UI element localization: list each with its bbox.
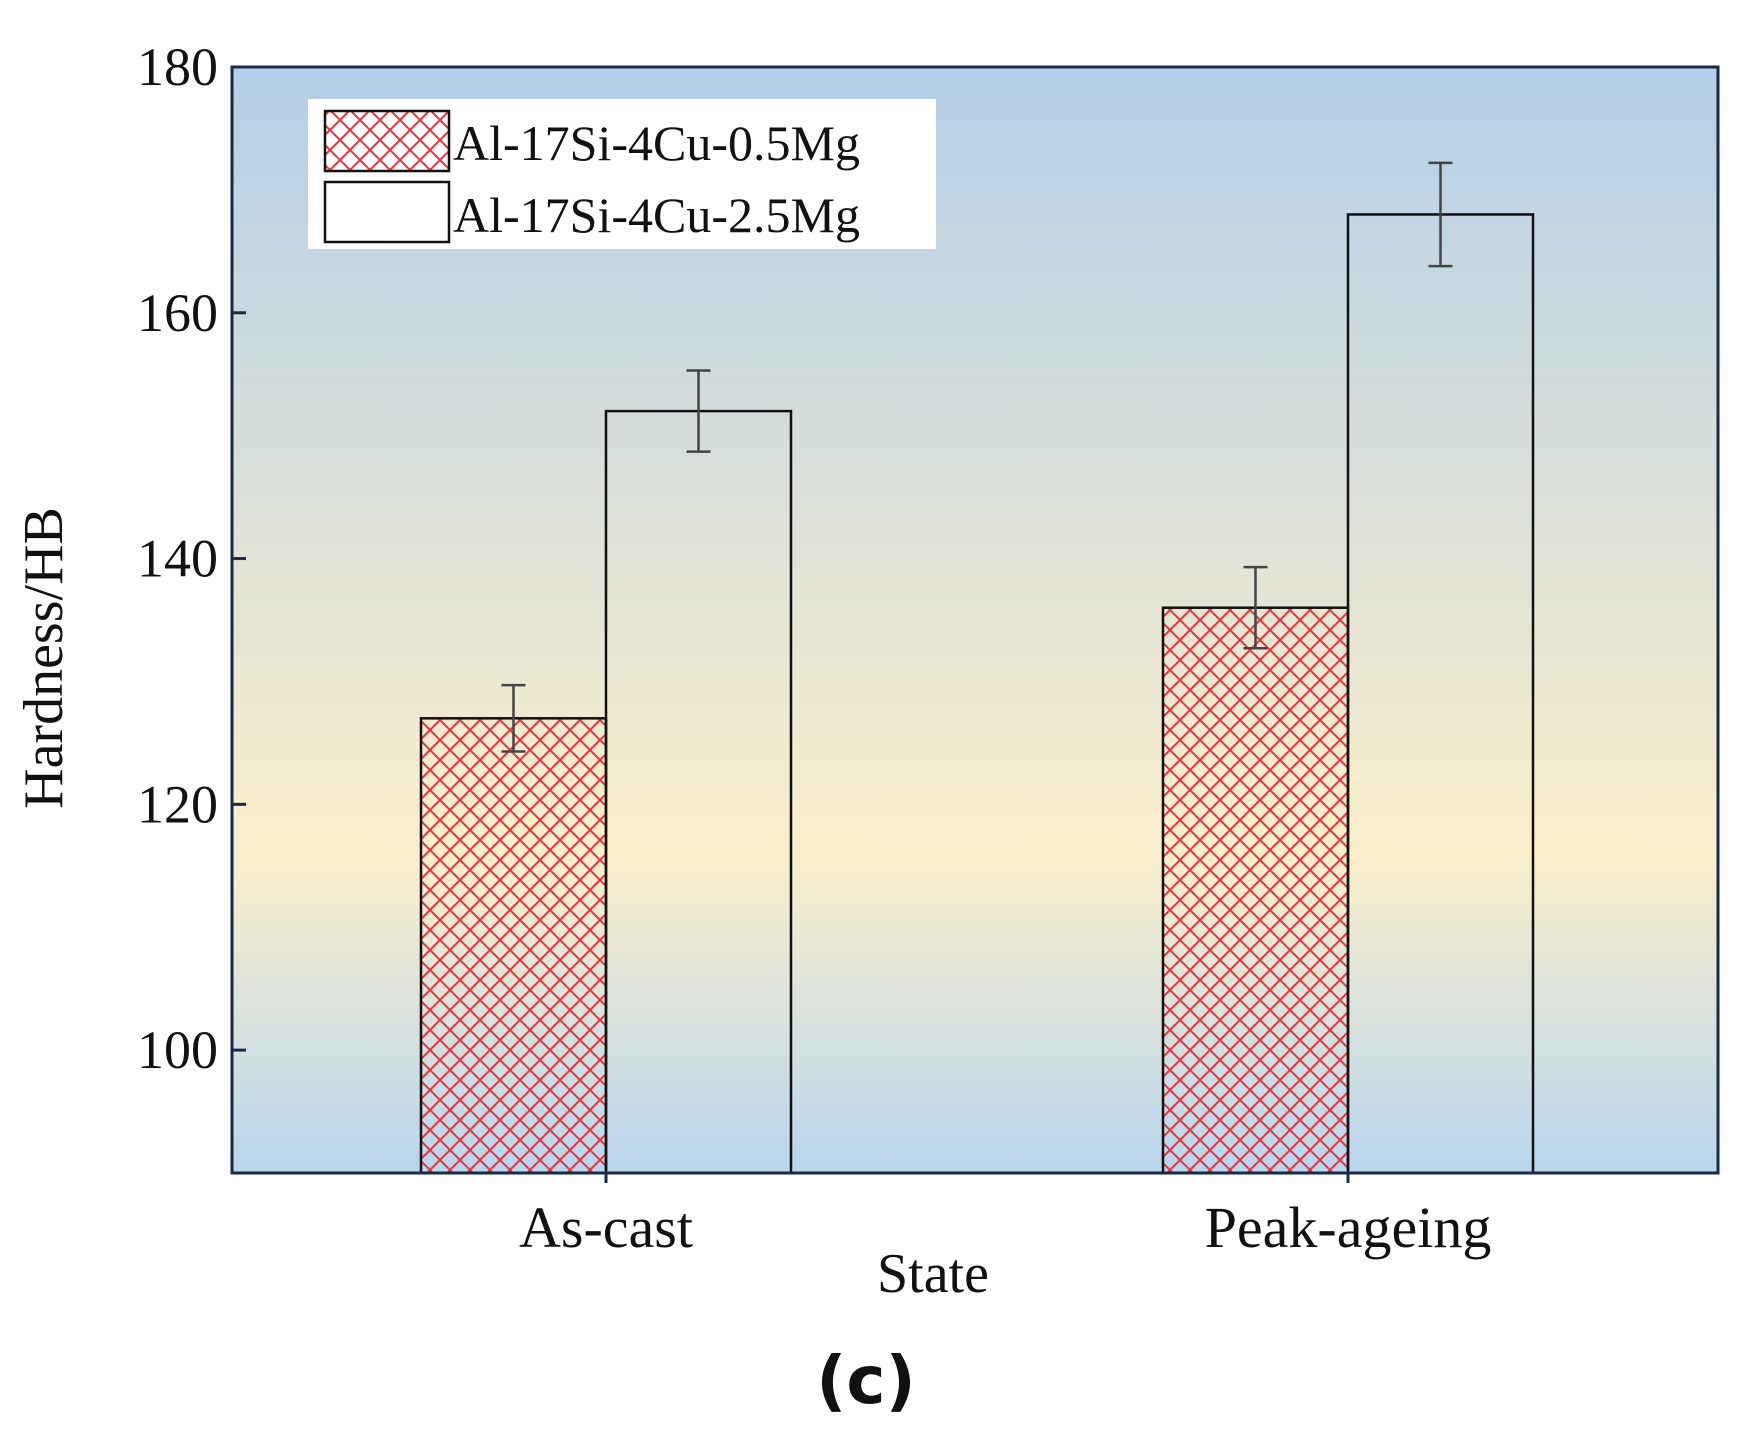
error-bars-layer bbox=[501, 161, 1453, 753]
x-axis-title: State bbox=[877, 1243, 989, 1305]
legend: Al-17Si-4Cu-0.5Mg Al-17Si-4Cu-2.5Mg bbox=[308, 99, 936, 249]
y-axis-title: Hardness/HB bbox=[13, 507, 75, 809]
error-bar-0-5mg-peak-ageing bbox=[1243, 565, 1268, 650]
y-tick-label: 180 bbox=[137, 37, 218, 97]
figure-caption: (c) bbox=[816, 1342, 915, 1419]
y-tick-label: 140 bbox=[137, 529, 218, 589]
x-axis-categories: As-cast Peak-ageing bbox=[519, 1173, 1491, 1260]
y-tick-label: 100 bbox=[137, 1020, 218, 1080]
legend-label-2-5mg: Al-17Si-4Cu-2.5Mg bbox=[453, 187, 860, 243]
x-category-label: As-cast bbox=[519, 1195, 693, 1260]
error-bar-0-5mg-as-cast bbox=[501, 683, 526, 753]
bar-0-5mg-peak-ageing bbox=[1161, 606, 1350, 1175]
error-bar-2-5mg-as-cast bbox=[686, 369, 711, 453]
plot-frame bbox=[230, 65, 1720, 1175]
bar-0-5mg-as-cast bbox=[419, 717, 608, 1175]
y-tick-label: 120 bbox=[137, 774, 218, 834]
error-bar-2-5mg-peak-ageing bbox=[1428, 161, 1453, 268]
x-category-label: Peak-ageing bbox=[1205, 1195, 1492, 1260]
legend-swatch-2-5mg bbox=[323, 180, 451, 244]
legend-label-0-5mg: Al-17Si-4Cu-0.5Mg bbox=[453, 115, 860, 171]
y-tick-label: 160 bbox=[137, 283, 218, 343]
y-axis-ticks: 100 120 140 160 180 bbox=[137, 37, 246, 1080]
legend-swatch-0-5mg bbox=[323, 109, 451, 173]
